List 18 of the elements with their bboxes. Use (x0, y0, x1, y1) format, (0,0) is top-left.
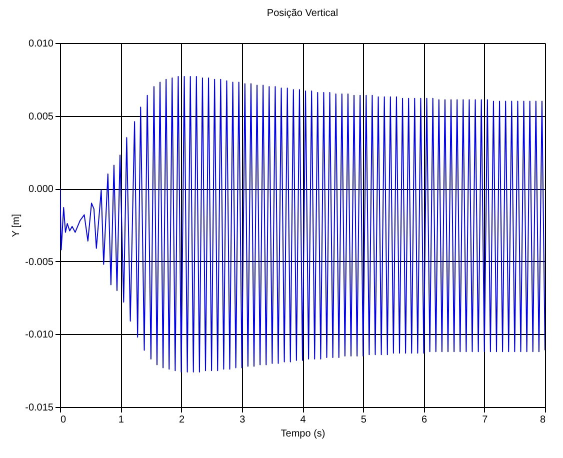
y-tick-label: 0.000 (28, 184, 54, 196)
x-tick-label: 3 (240, 414, 246, 426)
x-tick-label: 4 (300, 414, 306, 426)
x-tick-label: 1 (118, 414, 124, 426)
y-tick-label: -0.010 (25, 330, 54, 341)
x-tick-label: 0 (60, 414, 66, 426)
x-tick-label: 6 (421, 414, 428, 426)
x-tick-label: 5 (360, 414, 367, 426)
x-tick-label: 2 (178, 414, 185, 426)
y-tick-label: 0.010 (28, 38, 54, 50)
y-tick-label: -0.005 (25, 256, 54, 268)
chart-title: Posição Vertical (266, 8, 338, 19)
y-axis-title: Y [m] (11, 214, 22, 238)
x-tick-label: 7 (482, 414, 488, 426)
y-tick-label: 0.005 (28, 111, 54, 122)
y-tick-label: -0.015 (25, 402, 54, 414)
x-axis-title: Tempo (s) (280, 428, 326, 440)
x-tick-label: 8 (540, 414, 546, 426)
